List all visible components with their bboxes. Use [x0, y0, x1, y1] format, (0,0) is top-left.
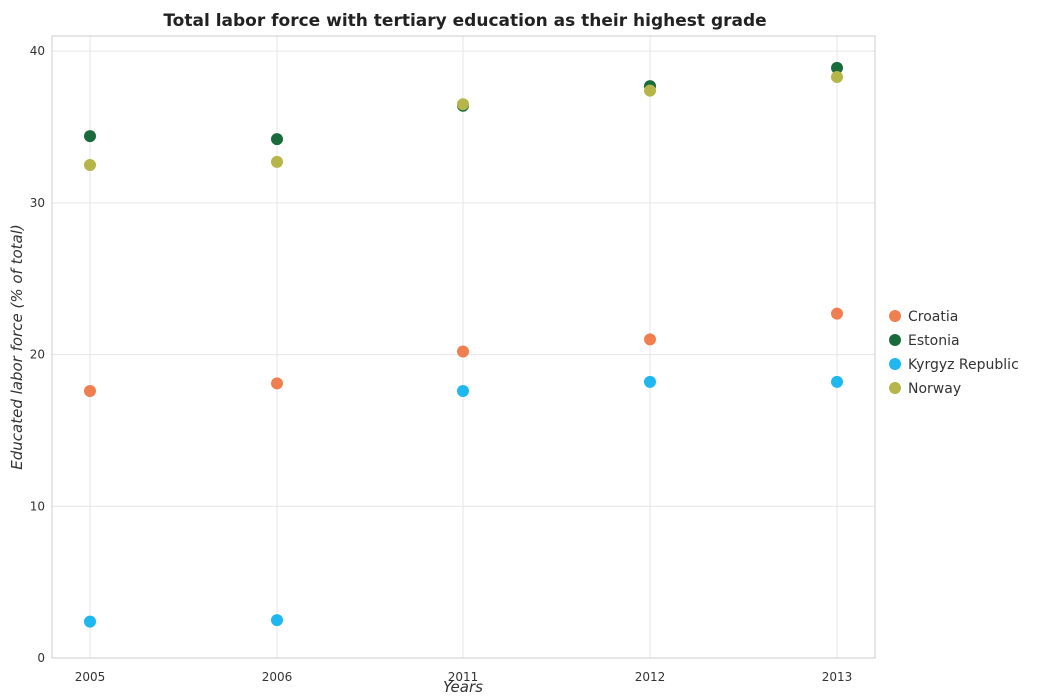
- point-croatia: [84, 384, 96, 397]
- legend: Croatia Estonia Kyrgyz Republic Norway: [889, 309, 1019, 397]
- point-kyrgyz-republic: [457, 384, 469, 397]
- point-estonia: [271, 133, 283, 146]
- legend-marker-kyrgyz-republic: [889, 358, 901, 370]
- legend-label-croatia: Croatia: [908, 309, 958, 325]
- point-norway: [831, 70, 843, 83]
- y-tick-label: 40: [30, 44, 45, 58]
- x-tick-label: 2005: [75, 670, 106, 684]
- point-croatia: [271, 377, 283, 390]
- chart-title: Total labor force with tertiary educatio…: [163, 11, 766, 31]
- x-tick-label: 2012: [635, 670, 666, 684]
- point-estonia: [831, 61, 843, 74]
- point-estonia: [84, 130, 96, 143]
- point-norway: [457, 98, 469, 111]
- x-tick-label: 2013: [822, 670, 853, 684]
- y-tick-label: 0: [37, 651, 45, 665]
- legend-marker-croatia: [889, 310, 901, 322]
- point-kyrgyz-republic: [644, 375, 656, 388]
- point-kyrgyz-republic: [84, 615, 96, 628]
- x-tick-label: 2006: [262, 670, 293, 684]
- point-croatia: [457, 345, 469, 358]
- tick-labels: 0 10 20 30 40 2005 2006 2011 2012 2013: [30, 44, 853, 684]
- legend-marker-estonia: [889, 334, 901, 346]
- y-tick-label: 10: [30, 499, 45, 513]
- x-tick-label: 2011: [448, 670, 479, 684]
- legend-marker-norway: [889, 382, 901, 394]
- y-tick-label: 30: [30, 196, 45, 210]
- y-axis-label: Educated labor force (% of total): [8, 224, 26, 469]
- x-axis-label: Years: [443, 678, 483, 696]
- plot-frame: [51, 35, 876, 659]
- point-norway: [644, 84, 656, 97]
- point-croatia: [644, 333, 656, 346]
- y-tick-label: 20: [30, 348, 45, 362]
- legend-label-kyrgyz-republic: Kyrgyz Republic: [908, 357, 1019, 373]
- legend-label-estonia: Estonia: [908, 333, 960, 349]
- point-kyrgyz-republic: [271, 614, 283, 627]
- point-norway: [84, 158, 96, 171]
- point-norway: [271, 155, 283, 168]
- legend-label-norway: Norway: [908, 381, 961, 397]
- data-points: [84, 61, 843, 628]
- point-croatia: [831, 307, 843, 320]
- point-kyrgyz-republic: [831, 375, 843, 388]
